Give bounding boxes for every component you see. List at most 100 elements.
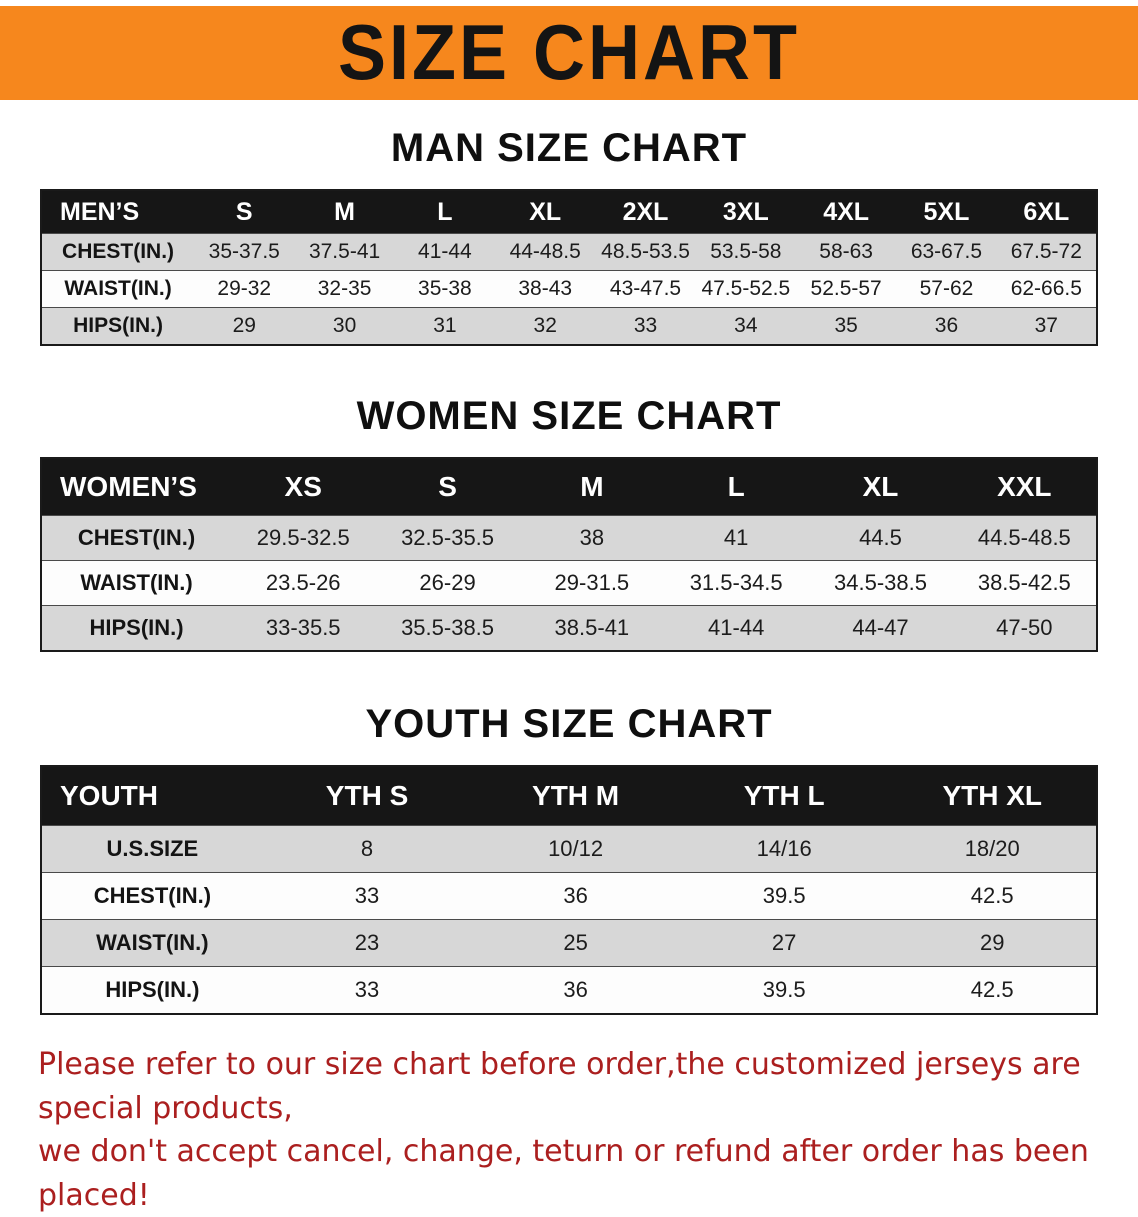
column-header: 2XL bbox=[595, 190, 696, 234]
table-cell: 37.5-41 bbox=[308, 240, 381, 263]
table-cell: 42.5 bbox=[970, 883, 1014, 908]
table-cell: 58-63 bbox=[819, 240, 873, 263]
table-cell: 38.5-42.5 bbox=[977, 570, 1071, 595]
table-cell: 43-47.5 bbox=[609, 277, 682, 300]
table-cell: 29 bbox=[232, 314, 256, 337]
row-label: CHEST(IN.) bbox=[62, 240, 175, 263]
table-row: CHEST(IN.) 33 36 39.5 42.5 bbox=[41, 872, 1097, 920]
column-header: 4XL bbox=[795, 190, 897, 234]
table-row: CHEST(IN.) 29.5-32.5 32.5-35.5 38 41 44.… bbox=[41, 515, 1097, 561]
table-cell: 39.5 bbox=[762, 883, 806, 908]
banner: SIZE CHART bbox=[0, 6, 1138, 100]
youth-header-row: YOUTH YTH S YTH M YTH L YTH XL bbox=[41, 766, 1097, 826]
table-cell: 29-32 bbox=[217, 277, 272, 300]
row-label: HIPS(IN.) bbox=[105, 977, 200, 1002]
table-cell: 35-37.5 bbox=[208, 240, 280, 263]
disclaimer-line-2: we don't accept cancel, change, teturn o… bbox=[38, 1134, 1089, 1213]
table-cell: 32.5-35.5 bbox=[401, 525, 495, 550]
row-label: WAIST(IN.) bbox=[96, 930, 209, 955]
row-label: CHEST(IN.) bbox=[93, 883, 212, 908]
disclaimer: Please refer to our size chart before or… bbox=[38, 1043, 1100, 1217]
column-header: YTH XL bbox=[888, 766, 1097, 826]
table-row: CHEST(IN.) 35-37.5 37.5-41 41-44 44-48.5… bbox=[41, 233, 1097, 271]
table-row: WAIST(IN.) 29-32 32-35 35-38 38-43 43-47… bbox=[41, 270, 1097, 308]
table-cell: 62-66.5 bbox=[1010, 277, 1082, 300]
men-header-row: MEN’S S M L XL 2XL 3XL 4XL 5XL 6XL bbox=[41, 190, 1097, 234]
women-size-table: WOMEN’S XS S M L XL XXL CHEST(IN.) 29.5-… bbox=[40, 457, 1098, 652]
table-cell: 18/20 bbox=[964, 836, 1020, 861]
column-header: XS bbox=[231, 458, 376, 516]
table-cell: 32-35 bbox=[317, 277, 372, 300]
table-cell: 32 bbox=[533, 314, 557, 337]
row-label: WAIST(IN.) bbox=[80, 570, 193, 595]
table-row: HIPS(IN.) 33 36 39.5 42.5 bbox=[41, 966, 1097, 1014]
row-label: HIPS(IN.) bbox=[73, 314, 163, 337]
table-cell: 38-43 bbox=[518, 277, 573, 300]
table-cell: 33 bbox=[354, 977, 380, 1002]
column-header: 3XL bbox=[695, 190, 796, 234]
table-cell: 44.5-48.5 bbox=[977, 525, 1071, 550]
table-cell: 44-48.5 bbox=[509, 240, 581, 263]
row-label: HIPS(IN.) bbox=[89, 615, 184, 640]
table-row: WAIST(IN.) 23.5-26 26-29 29-31.5 31.5-34… bbox=[41, 560, 1097, 606]
table-cell: 29-31.5 bbox=[554, 570, 630, 595]
column-header: L bbox=[664, 458, 809, 516]
table-cell: 38 bbox=[579, 525, 605, 550]
women-table-title: WOMEN’S bbox=[41, 458, 232, 516]
women-chart-heading: WOMEN SIZE CHART bbox=[356, 394, 782, 438]
table-cell: 44-47 bbox=[852, 615, 909, 640]
column-header: YTH M bbox=[471, 766, 680, 826]
row-label: WAIST(IN.) bbox=[64, 277, 172, 300]
table-cell: 35.5-38.5 bbox=[401, 615, 495, 640]
row-label: CHEST(IN.) bbox=[77, 525, 196, 550]
table-row: HIPS(IN.) 29 30 31 32 33 34 35 36 37 bbox=[41, 307, 1097, 345]
column-header: XL bbox=[495, 190, 596, 234]
table-cell: 53.5-58 bbox=[710, 240, 782, 263]
column-header: M bbox=[294, 190, 395, 234]
table-cell: 52.5-57 bbox=[810, 277, 882, 300]
table-cell: 41-44 bbox=[708, 615, 765, 640]
table-cell: 37 bbox=[1034, 314, 1058, 337]
table-cell: 36 bbox=[563, 977, 588, 1002]
table-cell: 41-44 bbox=[418, 240, 472, 263]
table-cell: 34.5-38.5 bbox=[834, 570, 927, 595]
youth-table-title: YOUTH bbox=[41, 766, 263, 826]
table-cell: 35-38 bbox=[418, 277, 472, 300]
column-header: S bbox=[194, 190, 295, 234]
table-cell: 29 bbox=[979, 930, 1005, 955]
table-cell: 41 bbox=[723, 525, 749, 550]
table-cell: 36 bbox=[934, 314, 959, 337]
table-row: WAIST(IN.) 23 25 27 29 bbox=[41, 919, 1097, 967]
table-cell: 47-50 bbox=[996, 615, 1053, 640]
table-cell: 14/16 bbox=[756, 836, 812, 861]
table-cell: 47.5-52.5 bbox=[701, 277, 791, 300]
table-cell: 33-35.5 bbox=[265, 615, 341, 640]
women-header-row: WOMEN’S XS S M L XL XXL bbox=[41, 458, 1097, 516]
men-chart-heading: MAN SIZE CHART bbox=[390, 126, 748, 170]
table-cell: 23 bbox=[354, 930, 380, 955]
column-header: S bbox=[375, 458, 520, 516]
row-label: U.S.SIZE bbox=[106, 836, 199, 861]
table-cell: 35 bbox=[834, 314, 858, 337]
table-cell: 67.5-72 bbox=[1010, 240, 1082, 263]
table-cell: 39.5 bbox=[762, 977, 806, 1002]
column-header: M bbox=[519, 458, 665, 516]
table-cell: 8 bbox=[360, 836, 374, 861]
table-cell: 44.5 bbox=[859, 525, 902, 550]
column-header: 5XL bbox=[896, 190, 997, 234]
table-cell: 38.5-41 bbox=[554, 615, 630, 640]
table-cell: 25 bbox=[563, 930, 588, 955]
column-header: YTH L bbox=[679, 766, 889, 826]
youth-chart-heading: YOUTH SIZE CHART bbox=[365, 702, 773, 746]
column-header: XXL bbox=[952, 458, 1097, 516]
table-cell: 29.5-32.5 bbox=[256, 525, 350, 550]
table-cell: 27 bbox=[771, 930, 797, 955]
table-cell: 34 bbox=[734, 314, 758, 337]
table-cell: 31 bbox=[433, 314, 457, 337]
table-cell: 30 bbox=[332, 314, 357, 337]
column-header: XL bbox=[808, 458, 953, 516]
column-header: L bbox=[394, 190, 496, 234]
table-cell: 33 bbox=[354, 883, 380, 908]
size-chart-title: SIZE CHART bbox=[338, 9, 800, 97]
